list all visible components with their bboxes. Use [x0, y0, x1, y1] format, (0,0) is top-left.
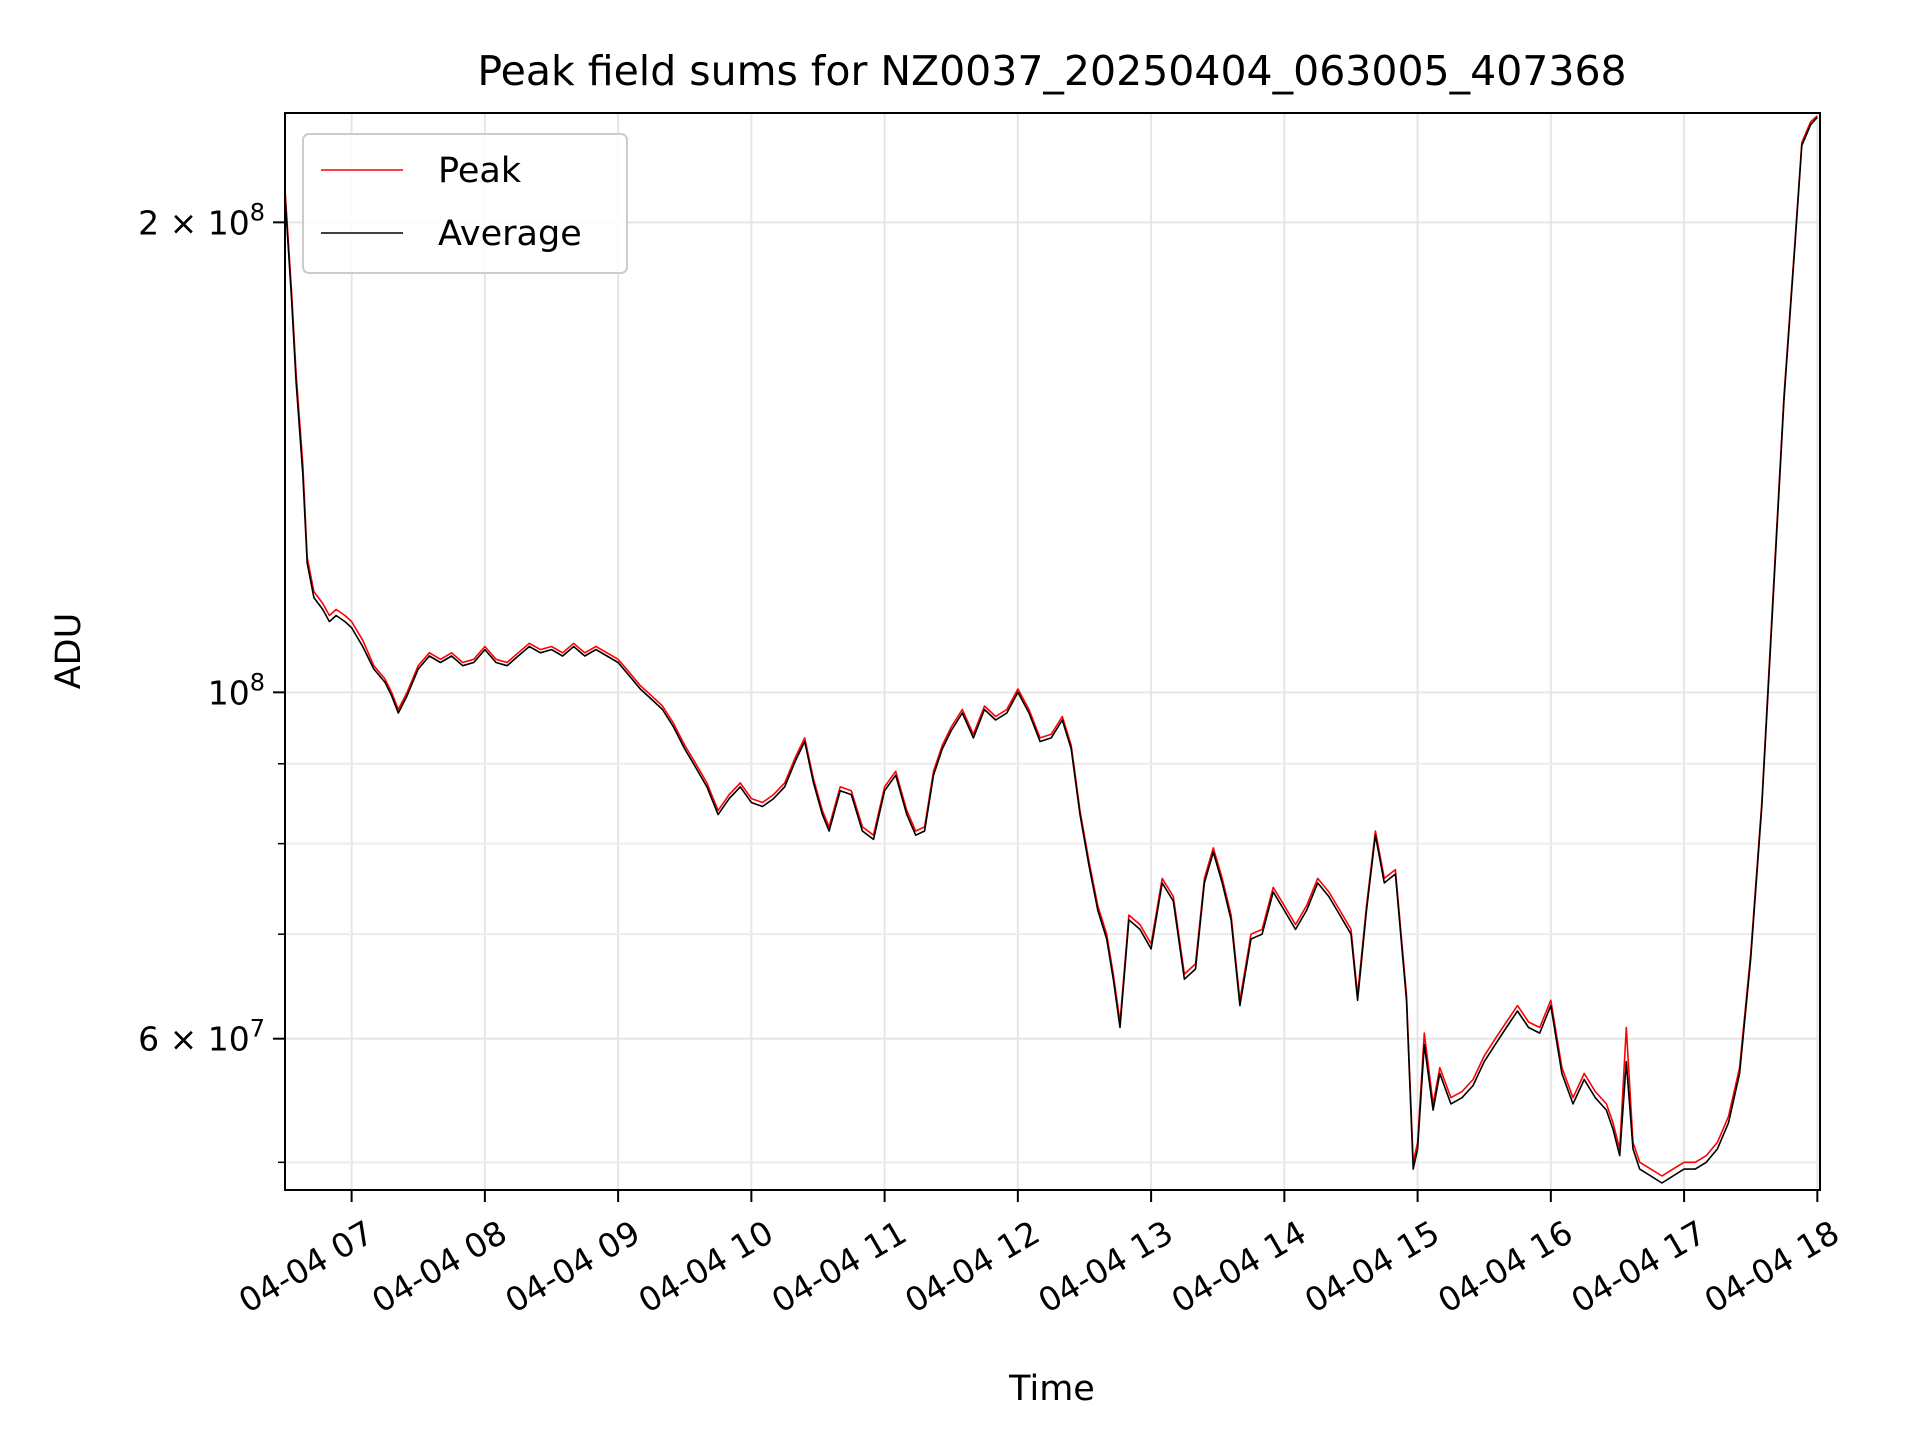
series-lines	[284, 115, 1818, 1184]
y-axis-label: ADU	[49, 613, 89, 690]
plot-frame	[284, 112, 1821, 1191]
legend-label-average: Average	[438, 214, 582, 254]
series-line-peak	[284, 115, 1818, 1177]
y-tick-label: 6 × 107	[138, 1015, 265, 1059]
legend-label-peak: Peak	[438, 151, 522, 191]
y-tick-label: 108	[208, 668, 265, 712]
chart-title: Peak field sums for NZ0037_20250404_0630…	[477, 47, 1626, 95]
y-tick-label: 2 × 108	[138, 198, 265, 242]
x-axis-label: Time	[1008, 1369, 1095, 1409]
series-line-average	[284, 116, 1818, 1184]
legend-box	[302, 133, 628, 274]
grid	[285, 113, 1820, 1190]
legend: Peak Average	[302, 133, 628, 274]
